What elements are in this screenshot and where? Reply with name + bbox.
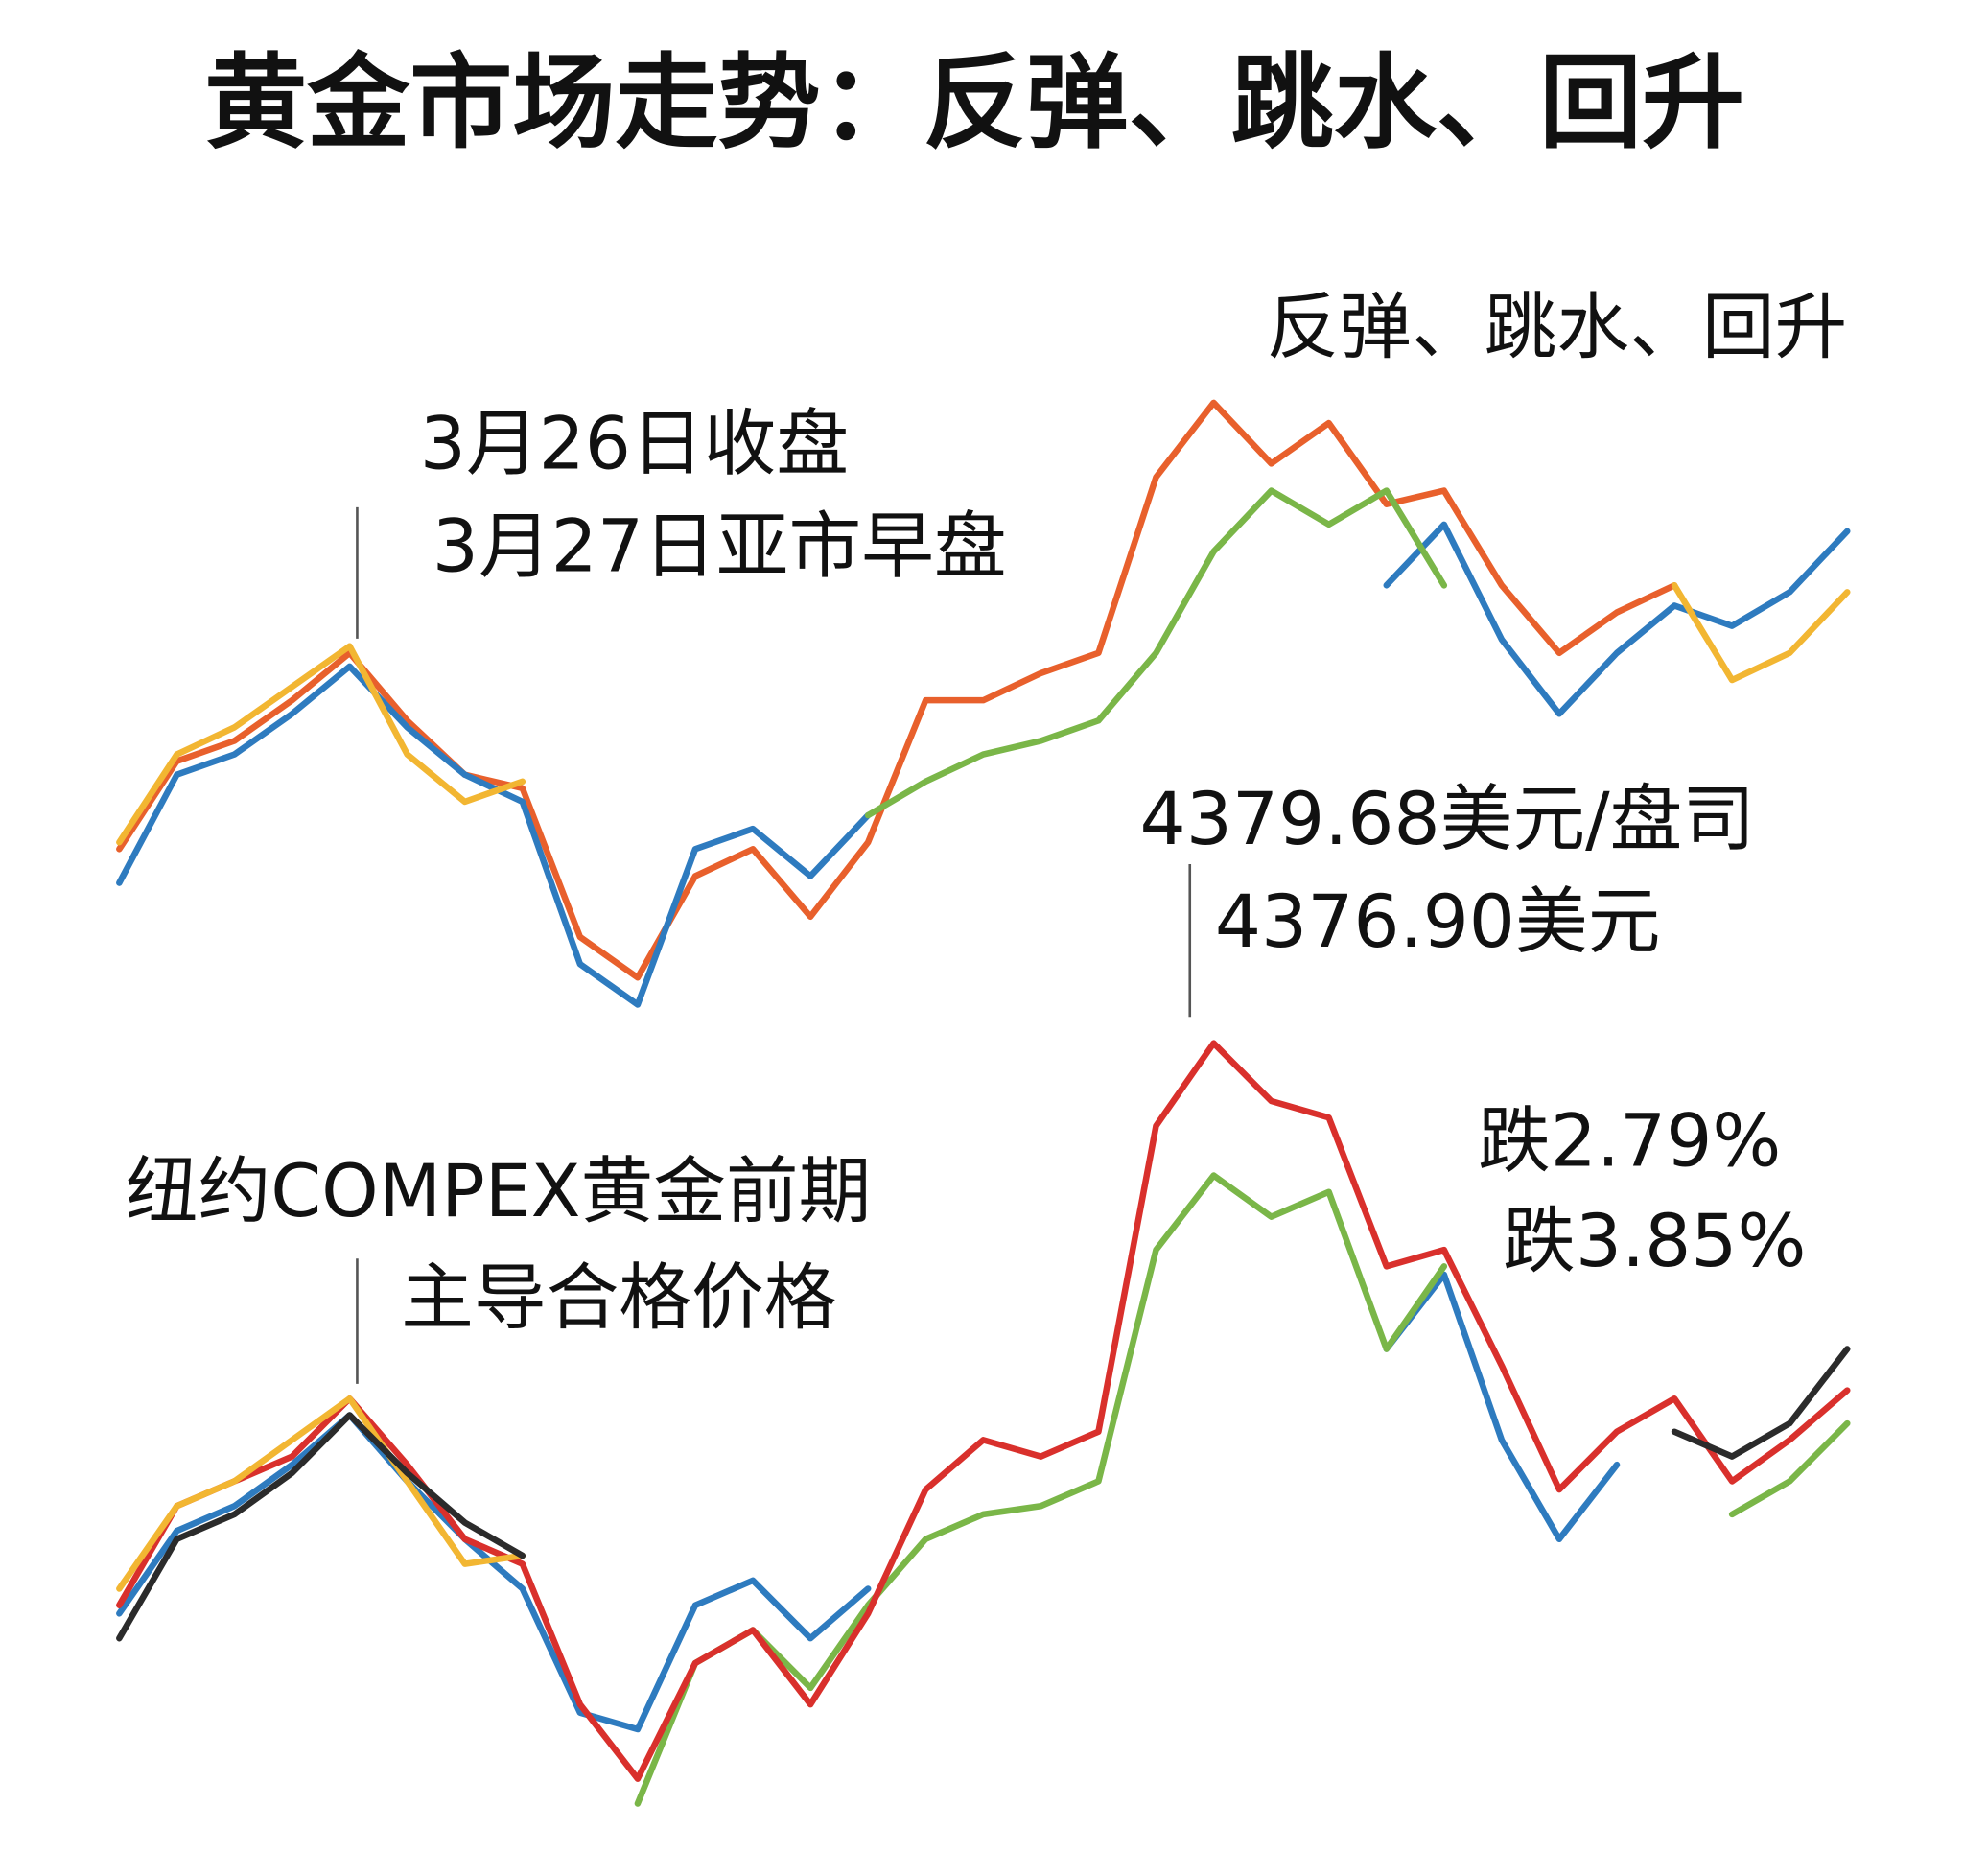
- price-line: [116, 582, 1851, 846]
- price-line: [116, 1346, 1851, 1642]
- annotation: 3月27日亚市早盘: [433, 504, 1007, 589]
- annotation: 4379.68美元/盘司: [1140, 777, 1756, 861]
- annotation: 跌3.85%: [1503, 1199, 1806, 1283]
- page-title: 黄金市场走势：反弹、跳水、回升: [204, 44, 1744, 163]
- price-line: [864, 487, 1448, 819]
- price-line: [116, 521, 1851, 1008]
- annotation: 主导合格价格: [401, 1255, 836, 1340]
- annotation: 反弹、跳水、回升: [1267, 285, 1848, 369]
- price-line: [116, 1271, 1621, 1733]
- price-line: [634, 1172, 1851, 1807]
- price-line: [116, 1395, 526, 1592]
- annotation: 4376.90美元: [1215, 879, 1661, 964]
- price-line: [116, 399, 1678, 981]
- annotation: 纽约COMPEX黄金前期: [126, 1149, 872, 1233]
- price-line: [116, 1040, 1851, 1782]
- annotation: 跌2.79%: [1478, 1099, 1781, 1184]
- annotation: 3月26日收盘: [420, 401, 849, 485]
